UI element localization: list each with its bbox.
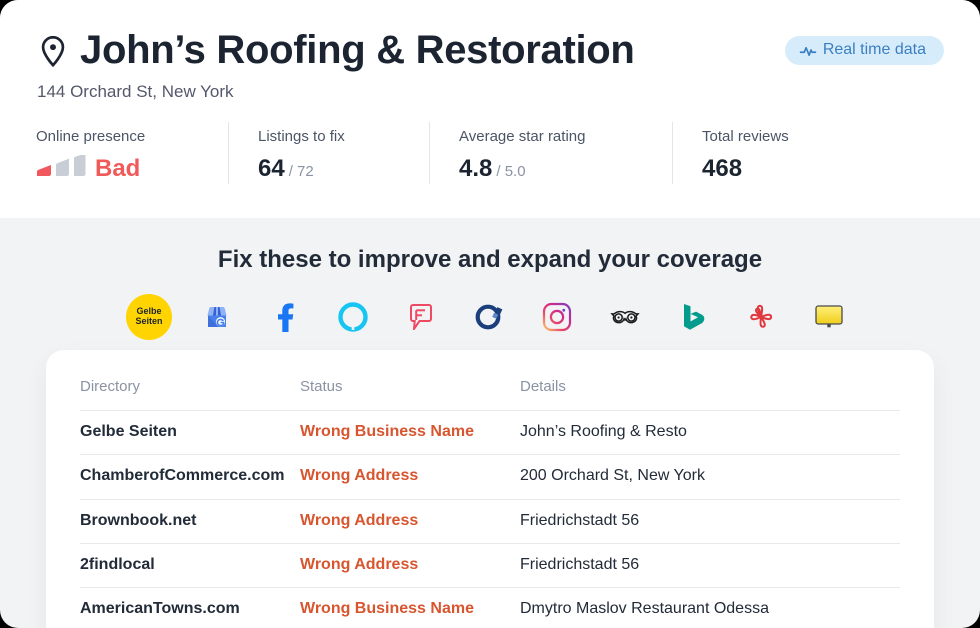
svg-text:Seiten: Seiten: [135, 316, 162, 326]
svg-text:Gelbe: Gelbe: [136, 306, 161, 316]
